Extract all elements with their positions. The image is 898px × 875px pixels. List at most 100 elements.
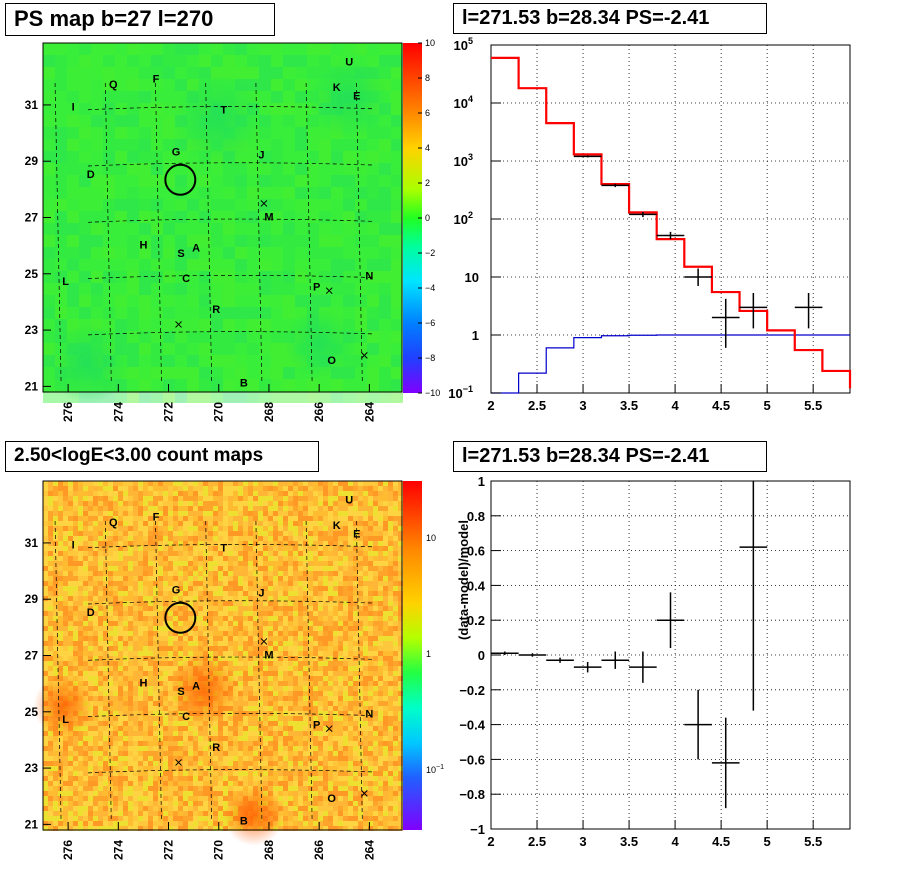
map-pixel — [115, 175, 127, 187]
map-pixel — [143, 536, 148, 541]
map-pixel — [193, 731, 198, 736]
map-pixel — [127, 163, 139, 175]
map-pixel — [158, 581, 163, 586]
map-pixel — [258, 631, 263, 636]
map-pixel — [398, 626, 403, 631]
map-pixel — [319, 43, 331, 55]
map-pixel — [388, 506, 393, 511]
map-pixel — [333, 651, 338, 656]
map-pixel — [198, 546, 203, 551]
map-pixel — [68, 641, 73, 646]
map-pixel — [118, 546, 123, 551]
map-pixel — [73, 616, 78, 621]
map-pixel — [278, 516, 283, 521]
map-pixel — [263, 656, 268, 661]
map-pixel — [353, 626, 358, 631]
map-pixel — [175, 151, 187, 163]
map-pixel — [383, 516, 388, 521]
map-pixel — [273, 501, 278, 506]
map-pixel — [367, 343, 379, 355]
map-pixel — [318, 626, 323, 631]
map-pixel — [187, 367, 199, 379]
map-pixel — [78, 496, 83, 501]
map-pixel — [173, 556, 178, 561]
map-pixel — [188, 591, 193, 596]
map-pixel — [93, 656, 98, 661]
map-pixel — [143, 756, 148, 761]
map-pixel — [373, 616, 378, 621]
map-pixel — [313, 551, 318, 556]
map-pixel — [83, 611, 88, 616]
map-pixel — [288, 736, 293, 741]
colorbar-tick-label: −2 — [425, 248, 435, 258]
map-pixel — [128, 541, 133, 546]
map-pixel — [288, 681, 293, 686]
map-pixel — [393, 481, 398, 486]
map-pixel — [263, 496, 268, 501]
map-pixel — [53, 481, 58, 486]
map-pixel — [213, 541, 218, 546]
map-pixel — [88, 741, 93, 746]
map-pixel — [243, 541, 248, 546]
map-pixel — [208, 536, 213, 541]
map-pixel — [123, 596, 128, 601]
map-blob — [284, 309, 355, 380]
map-pixel — [235, 175, 247, 187]
map-pixel — [115, 259, 127, 271]
map-pixel — [187, 283, 199, 295]
map-pixel — [328, 561, 333, 566]
map-pixel — [368, 741, 373, 746]
map-pixel — [247, 151, 259, 163]
map-pixel — [353, 516, 358, 521]
map-pixel — [158, 571, 163, 576]
map-pixel — [199, 223, 211, 235]
map-pixel — [223, 516, 228, 521]
map-pixel — [133, 696, 138, 701]
map-pixel — [113, 616, 118, 621]
map-pixel — [368, 516, 373, 521]
map-pixel — [238, 611, 243, 616]
map-pixel — [148, 556, 153, 561]
map-pixel — [273, 581, 278, 586]
map-pixel — [123, 536, 128, 541]
map-pixel — [398, 656, 403, 661]
cross-mark — [325, 287, 333, 295]
map-pixel — [218, 616, 223, 621]
map-pixel — [151, 211, 163, 223]
ps-map-title: PS map b=27 l=270 — [5, 3, 275, 36]
map-pixel — [323, 701, 328, 706]
map-pixel — [278, 716, 283, 721]
map-pixel — [168, 656, 173, 661]
map-pixel — [338, 706, 343, 711]
map-pixel — [259, 43, 271, 55]
map-pixel — [367, 295, 379, 307]
map-pixel — [358, 521, 363, 526]
map-pixel — [391, 79, 403, 91]
map-pixel — [288, 541, 293, 546]
map-pixel — [283, 701, 288, 706]
map-pixel — [258, 741, 263, 746]
map-pixel — [68, 611, 73, 616]
map-pixel — [127, 67, 139, 79]
map-pixel — [88, 616, 93, 621]
map-pixel — [343, 726, 348, 731]
map-pixel — [93, 631, 98, 636]
map-pixel — [183, 541, 188, 546]
map-pixel — [163, 501, 168, 506]
map-pixel — [83, 516, 88, 521]
map-pixel — [323, 541, 328, 546]
map-pixel — [373, 541, 378, 546]
map-pixel — [63, 581, 68, 586]
map-pixel — [268, 751, 273, 756]
map-pixel — [243, 581, 248, 586]
map-pixel — [115, 67, 127, 79]
map-pixel — [288, 686, 293, 691]
map-pixel — [118, 636, 123, 641]
map-pixel — [123, 711, 128, 716]
map-pixel — [88, 691, 93, 696]
map-pixel — [93, 696, 98, 701]
map-pixel — [263, 501, 268, 506]
map-pixel — [293, 706, 298, 711]
map-pixel — [188, 516, 193, 521]
source-label: P — [313, 282, 320, 294]
